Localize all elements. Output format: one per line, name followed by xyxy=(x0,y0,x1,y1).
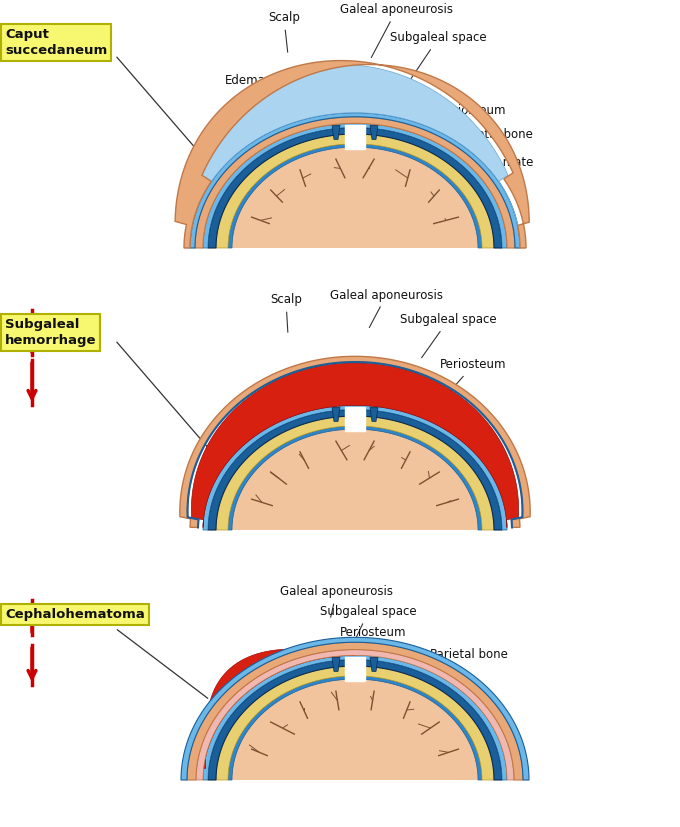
Polygon shape xyxy=(228,426,482,530)
Text: Parietal bone: Parietal bone xyxy=(454,128,533,159)
Text: Galeal aponeurosis: Galeal aponeurosis xyxy=(340,3,453,58)
Polygon shape xyxy=(230,677,480,780)
Polygon shape xyxy=(345,408,365,432)
Text: Edema: Edema xyxy=(225,74,276,118)
Polygon shape xyxy=(181,65,520,248)
Text: Periosteum: Periosteum xyxy=(340,625,407,656)
Polygon shape xyxy=(208,127,502,248)
Text: Subgaleal space: Subgaleal space xyxy=(320,605,417,638)
Polygon shape xyxy=(345,657,365,681)
Polygon shape xyxy=(228,144,482,248)
Polygon shape xyxy=(216,666,494,780)
Polygon shape xyxy=(191,363,519,528)
Polygon shape xyxy=(230,428,480,530)
Polygon shape xyxy=(203,405,507,530)
Text: Caput
succedaneum: Caput succedaneum xyxy=(5,28,107,57)
Polygon shape xyxy=(370,657,378,672)
Polygon shape xyxy=(332,126,340,140)
Polygon shape xyxy=(196,650,514,780)
Polygon shape xyxy=(230,146,480,248)
Text: Periosteum: Periosteum xyxy=(440,358,507,403)
Polygon shape xyxy=(216,134,494,248)
Text: Galeal aponeurosis: Galeal aponeurosis xyxy=(330,289,443,327)
Text: Scalp: Scalp xyxy=(270,294,302,332)
Polygon shape xyxy=(204,649,355,768)
Text: Cephalohematoma: Cephalohematoma xyxy=(5,608,145,621)
Polygon shape xyxy=(187,643,523,780)
Text: Subgaleal space: Subgaleal space xyxy=(400,313,496,358)
Polygon shape xyxy=(180,356,530,528)
Polygon shape xyxy=(203,655,507,780)
Text: Galeal aponeurosis: Galeal aponeurosis xyxy=(280,586,393,617)
Polygon shape xyxy=(228,676,482,780)
Polygon shape xyxy=(345,126,365,150)
Polygon shape xyxy=(208,659,502,780)
Polygon shape xyxy=(195,117,515,248)
Polygon shape xyxy=(203,123,507,248)
Polygon shape xyxy=(332,657,340,672)
Text: Periosteum: Periosteum xyxy=(440,103,507,143)
Text: Subgaleal
hemorrhage: Subgaleal hemorrhage xyxy=(5,318,97,347)
Polygon shape xyxy=(216,416,494,530)
Polygon shape xyxy=(175,60,529,248)
Text: Subgaleal space: Subgaleal space xyxy=(390,31,487,93)
Polygon shape xyxy=(190,112,520,248)
Text: Scalp: Scalp xyxy=(268,12,300,52)
Polygon shape xyxy=(332,408,340,422)
Polygon shape xyxy=(208,409,502,530)
Text: Parietal bone: Parietal bone xyxy=(430,648,508,683)
Text: Dura mate: Dura mate xyxy=(464,155,533,179)
Polygon shape xyxy=(370,408,378,422)
Polygon shape xyxy=(370,126,378,140)
Polygon shape xyxy=(181,638,529,780)
